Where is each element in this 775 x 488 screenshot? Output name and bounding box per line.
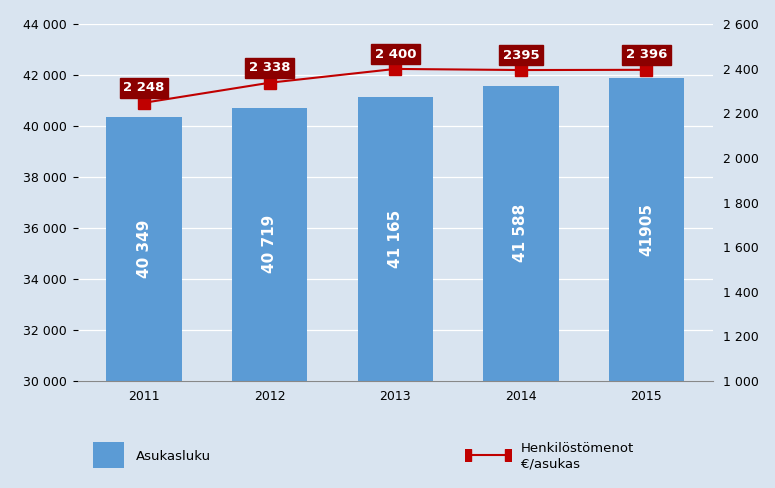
Text: 40 349: 40 349 <box>136 220 152 278</box>
Text: 40 719: 40 719 <box>262 215 277 273</box>
Text: Henkilöstömenot
€/asukas: Henkilöstömenot €/asukas <box>521 442 634 470</box>
Text: 2 400: 2 400 <box>374 48 416 61</box>
Bar <box>483 86 559 488</box>
Text: 41 165: 41 165 <box>388 209 403 268</box>
Text: 2 338: 2 338 <box>249 61 291 74</box>
Text: 2 396: 2 396 <box>625 48 667 61</box>
Text: 41905: 41905 <box>639 203 654 256</box>
Bar <box>106 117 182 488</box>
Text: Asukasluku: Asukasluku <box>136 450 211 463</box>
Text: 2395: 2395 <box>502 49 539 61</box>
Text: 41 588: 41 588 <box>513 204 529 263</box>
Bar <box>357 97 433 488</box>
Text: 2 248: 2 248 <box>123 81 165 95</box>
Bar <box>232 108 308 488</box>
Bar <box>608 78 684 488</box>
